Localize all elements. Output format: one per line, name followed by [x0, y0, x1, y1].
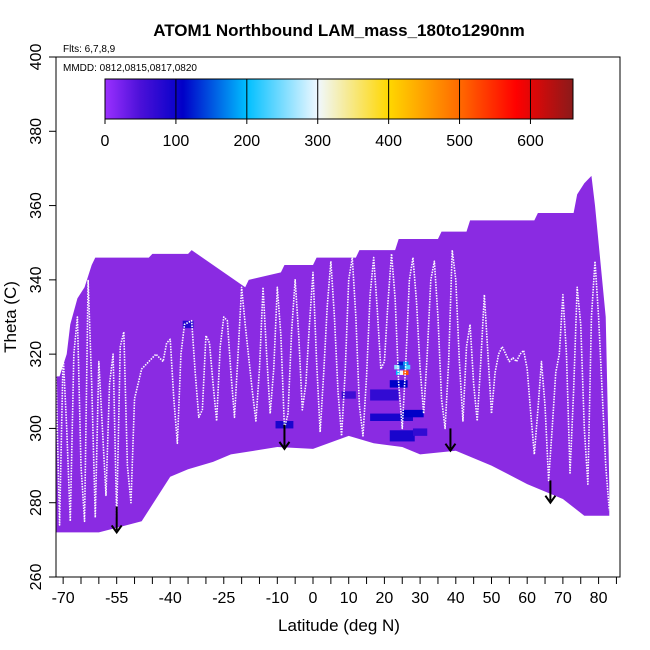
heatmap-cell	[389, 430, 415, 442]
colorbar: 0 100 200 300 400 500 600	[101, 78, 574, 150]
colorbar-tick-label: 0	[101, 133, 110, 150]
y-axis-label: Theta (C)	[1, 281, 20, 353]
heatmap-cell	[370, 413, 413, 421]
heatmap-cell	[389, 380, 408, 388]
x-tick-label: 0	[309, 590, 318, 607]
x-tick-label: -10	[266, 590, 289, 607]
data-field	[56, 175, 610, 533]
heatmap-cell	[399, 370, 405, 375]
heatmap-cell	[394, 364, 400, 370]
y-tick-label: 400	[28, 44, 45, 71]
x-tick-label: 70	[554, 590, 572, 607]
heatmap-cell	[399, 364, 405, 370]
arrow-head	[544, 495, 557, 505]
y-tick-label: 280	[28, 489, 45, 516]
flights-note: Flts: 6,7,8,9	[63, 44, 116, 55]
x-tick-label: 80	[590, 590, 608, 607]
flight-track	[55, 249, 611, 526]
x-tick-label: 20	[376, 590, 394, 607]
heatmap-cell	[182, 320, 194, 329]
colorbar-tick-label: 200	[233, 133, 260, 150]
x-tick-label: -70	[52, 590, 75, 607]
axes: -70 -55 -40 -25 -10 0 10 20 30 40 50 60 70 80 260 280 30…	[28, 44, 620, 607]
chart-title: ATOM1 Northbound LAM_mass_180to1290nm	[153, 21, 525, 40]
heatmap-cell	[403, 361, 409, 366]
colorbar-tick-label: 100	[163, 133, 190, 150]
y-tick-label: 340	[28, 266, 45, 293]
heatmap-cell	[397, 361, 404, 366]
dates-note: MMDD: 0812,0815,0817,0820	[63, 63, 197, 74]
x-tick-label: 30	[411, 590, 429, 607]
colorbar-tick-label: 400	[375, 133, 402, 150]
y-tick-label: 380	[28, 118, 45, 145]
colorbar-tick-label: 600	[517, 133, 544, 150]
x-tick-label: 60	[518, 590, 536, 607]
heatmap-cell	[404, 364, 411, 370]
y-tick-label: 320	[28, 341, 45, 368]
heatmap-cell	[412, 428, 428, 436]
x-tick-label: -40	[159, 590, 182, 607]
y-tick-label: 300	[28, 415, 45, 442]
heatmap-cell	[402, 409, 424, 418]
x-tick-label: -55	[105, 590, 128, 607]
heatmap-cell	[370, 389, 399, 401]
arrow-head	[110, 524, 123, 535]
x-tick-label: 40	[447, 590, 465, 607]
colorbar-tick-label: 500	[446, 133, 473, 150]
x-tick-label: 50	[483, 590, 501, 607]
x-axis-label: Latitude (deg N)	[278, 616, 400, 635]
arrow-head	[444, 443, 457, 453]
x-tick-label: 10	[340, 590, 358, 607]
arrow-head	[278, 441, 291, 451]
data-layer	[55, 175, 611, 535]
y-tick-label: 260	[28, 564, 45, 591]
heatmap-cell	[396, 370, 402, 375]
colorbar-gradient	[104, 78, 574, 120]
x-tick-label: -25	[212, 590, 235, 607]
heatmap-cell	[341, 391, 356, 399]
y-tick-label: 360	[28, 192, 45, 219]
colorbar-tick-label: 300	[304, 133, 331, 150]
